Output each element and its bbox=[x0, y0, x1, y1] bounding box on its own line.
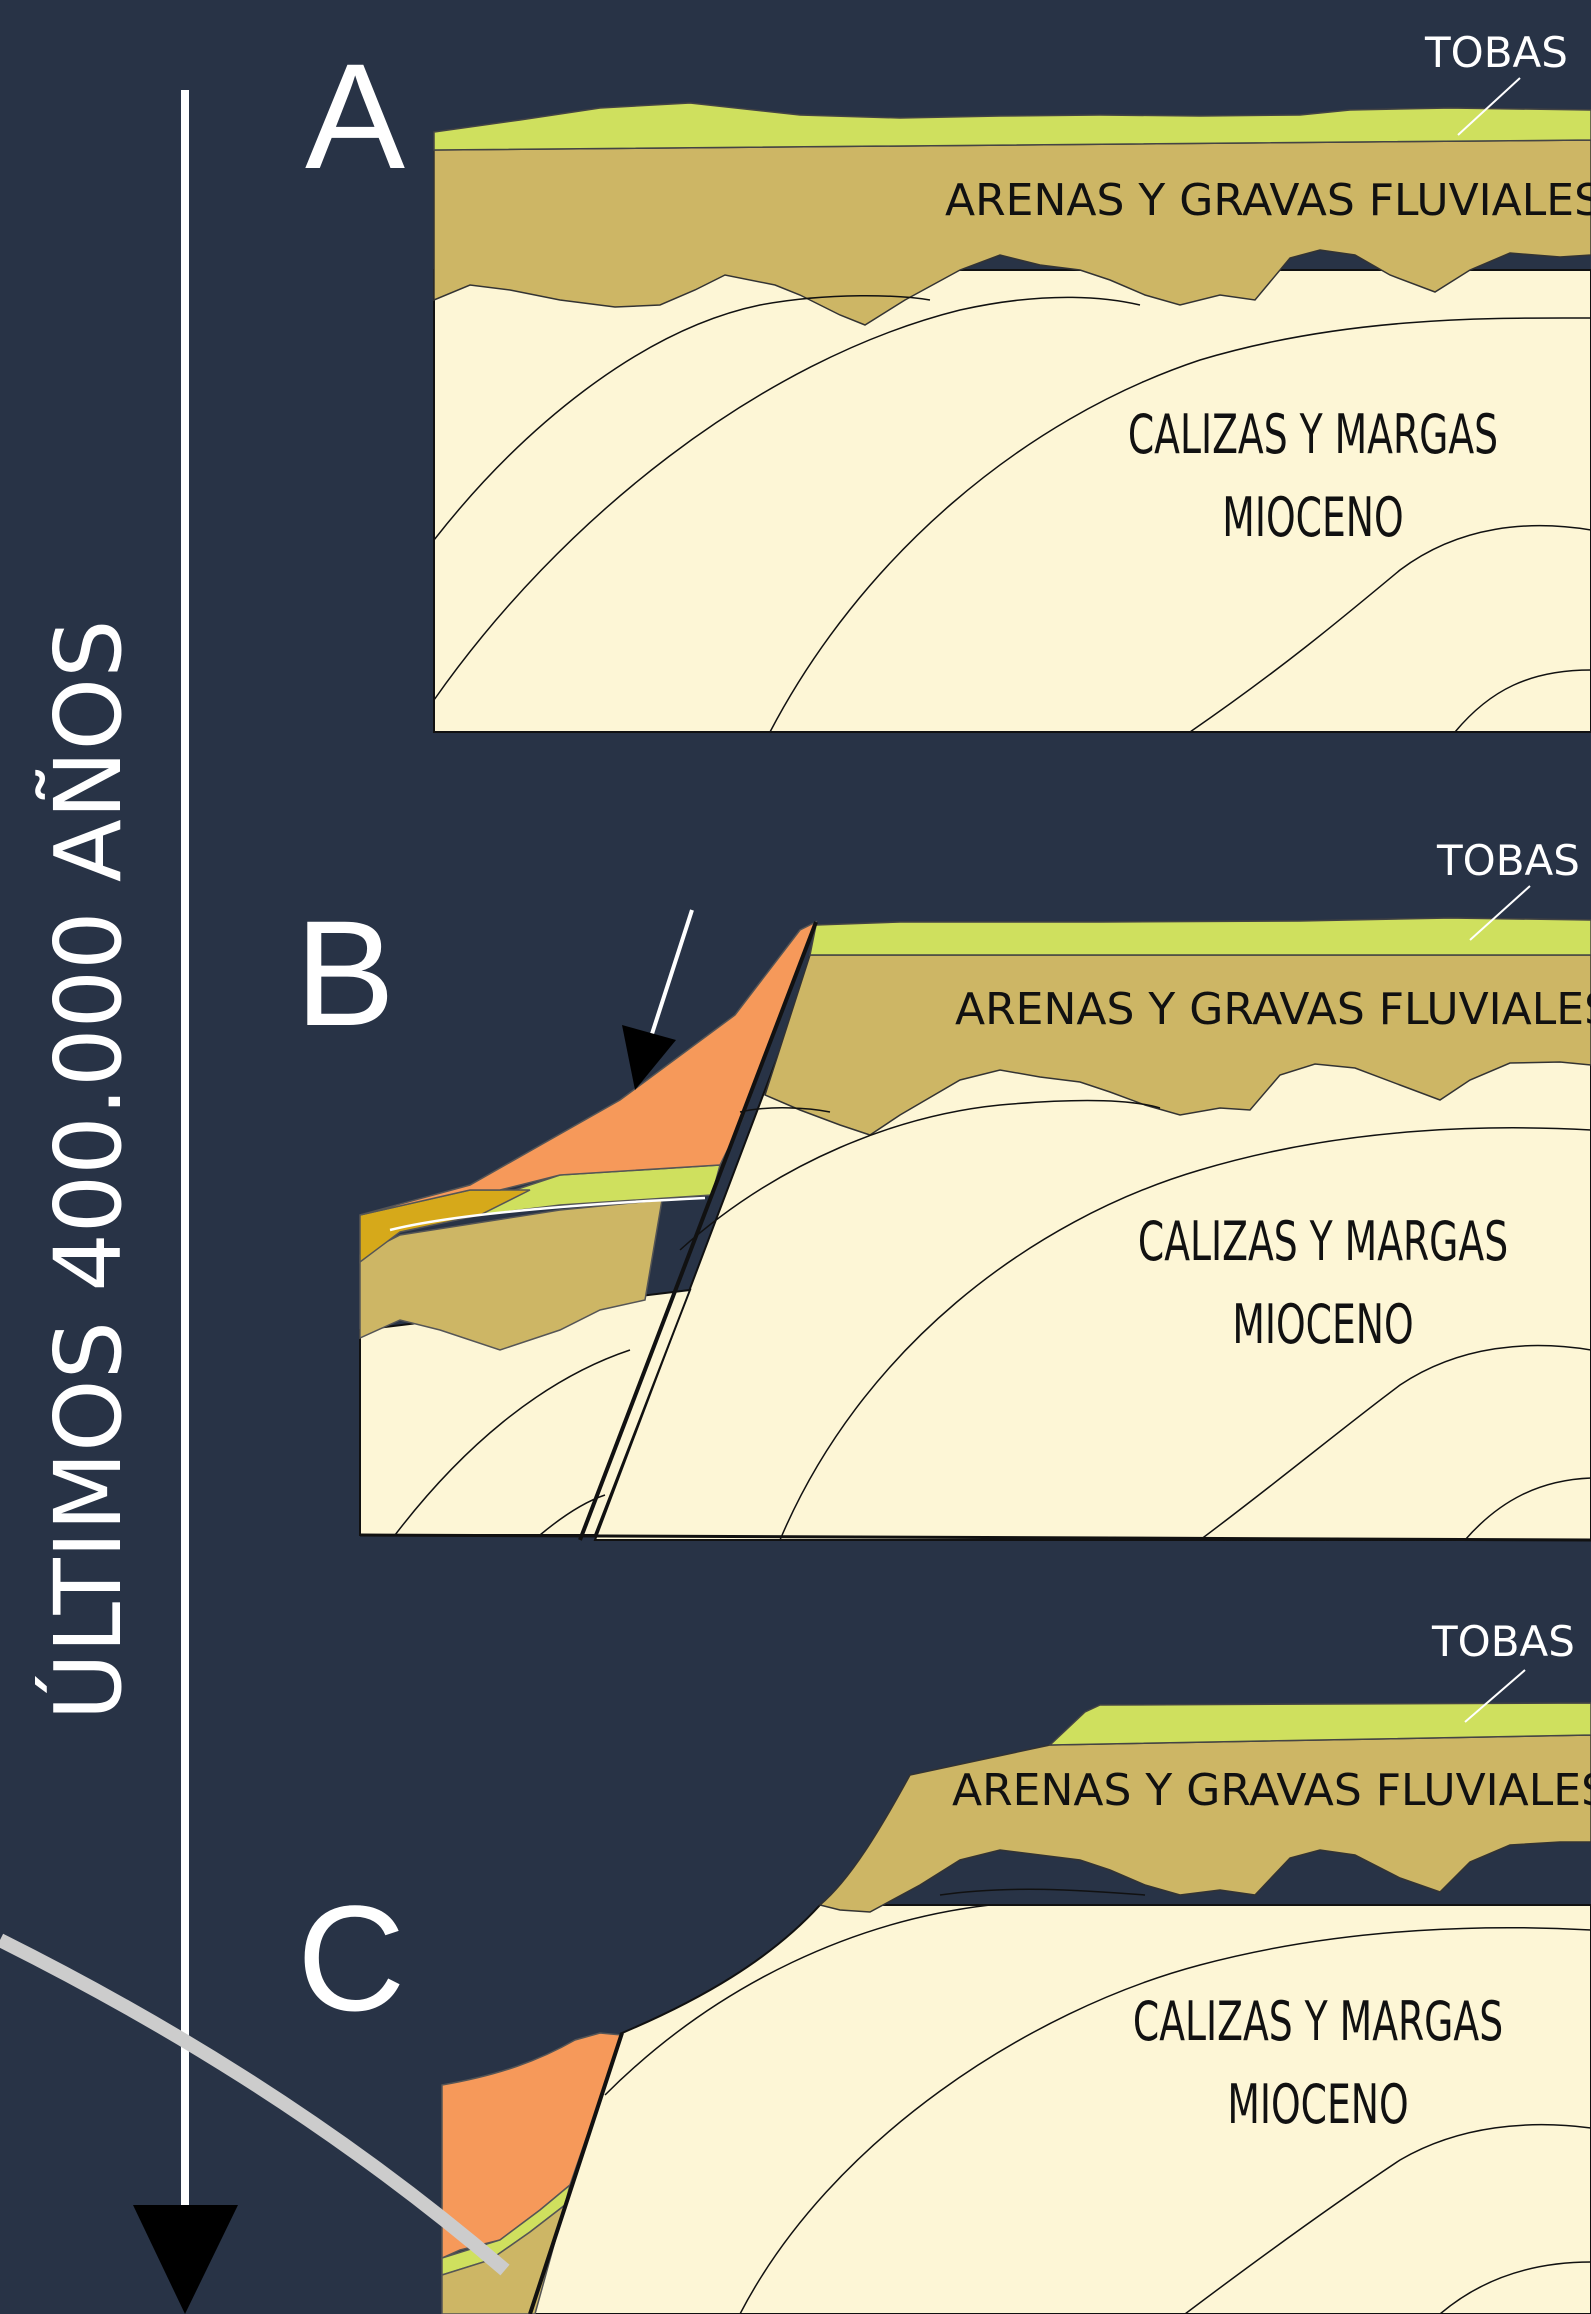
fluvial-label: ARENAS Y GRAVAS FLUVIALES bbox=[945, 175, 1591, 226]
mioceno-label: MIOCENO bbox=[1222, 487, 1403, 550]
fault-line bbox=[528, 2032, 624, 2314]
tobas-label: TOBAS bbox=[1431, 1617, 1575, 1666]
panel-c: C TOBAS ARENAS Y GRAVAS FLUVIALES CALIZA… bbox=[0, 1617, 1591, 2314]
mioceno-label: MIOCENO bbox=[1232, 1294, 1413, 1357]
tobas-layer bbox=[809, 917, 1591, 956]
calizas-label: CALIZAS Y MARGAS bbox=[1128, 404, 1498, 467]
strata-lines bbox=[433, 295, 1591, 733]
fault-line bbox=[578, 921, 818, 1541]
panel-a: A TOBAS ARENAS Y GRAVAS FLUVIALES CALIZA… bbox=[305, 28, 1591, 733]
timeline: ÚLTIMOS 400.000 AÑOS bbox=[33, 90, 238, 2314]
strata-lines bbox=[679, 1099, 1591, 1541]
miocene-layer bbox=[433, 269, 1591, 733]
panel-letter-a: A bbox=[305, 32, 405, 200]
mioceno-label: MIOCENO bbox=[1227, 2074, 1408, 2137]
strata-lines bbox=[604, 1888, 1591, 2314]
fluvial-label: ARENAS Y GRAVAS FLUVIALES bbox=[955, 984, 1591, 1035]
tobas-label: TOBAS bbox=[1436, 836, 1580, 885]
panel-letter-c: C bbox=[297, 1874, 405, 2042]
tobas-leader bbox=[1464, 1669, 1526, 1723]
timeline-arrowhead bbox=[133, 2205, 238, 2314]
downthrown-fluvial bbox=[359, 1199, 663, 1351]
panel-letter-b: B bbox=[295, 889, 395, 1057]
gray-curve bbox=[0, 1933, 510, 2276]
calizas-label: CALIZAS Y MARGAS bbox=[1133, 1991, 1503, 2054]
tobas-label: TOBAS bbox=[1424, 28, 1568, 77]
tobas-layer bbox=[1048, 1702, 1591, 1746]
pointer-arrowhead bbox=[622, 1025, 676, 1090]
panel-b: B bbox=[295, 836, 1591, 1542]
calizas-label: CALIZAS Y MARGAS bbox=[1138, 1211, 1508, 1274]
tobas-layer bbox=[433, 102, 1591, 151]
miocene-layer bbox=[528, 1904, 1591, 2314]
pointer-arrow-shaft bbox=[648, 909, 694, 1041]
fluvial-layer bbox=[764, 954, 1591, 1136]
downthrown-strata bbox=[394, 1349, 631, 1536]
fluvial-label: ARENAS Y GRAVAS FLUVIALES bbox=[952, 1765, 1591, 1816]
fluvial-layer bbox=[818, 1734, 1591, 1913]
timeline-label: ÚLTIMOS 400.000 AÑOS bbox=[33, 620, 142, 1721]
fluvial-layer bbox=[433, 139, 1591, 326]
tobas-leader bbox=[1469, 885, 1531, 941]
base-line bbox=[359, 1533, 1591, 1542]
tobas-leader bbox=[1457, 77, 1521, 136]
contact-line bbox=[389, 1196, 706, 1232]
